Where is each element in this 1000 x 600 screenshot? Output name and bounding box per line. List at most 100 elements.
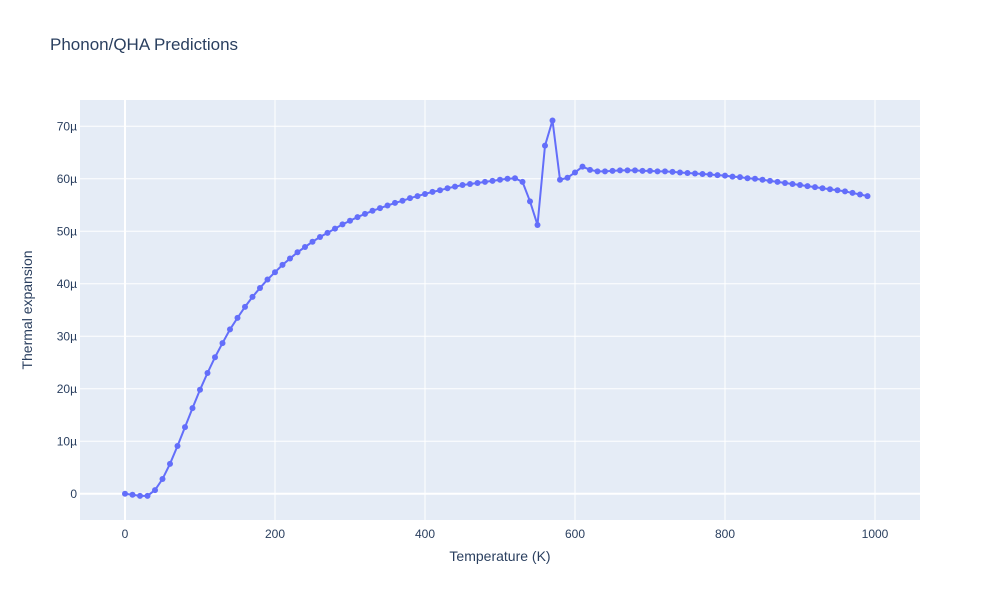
data-point — [399, 197, 406, 204]
data-point — [864, 193, 871, 200]
data-point — [692, 170, 698, 177]
data-point — [324, 229, 331, 236]
data-point — [227, 326, 233, 333]
data-point — [827, 186, 833, 193]
data-point — [294, 249, 301, 256]
data-point — [782, 179, 788, 186]
x-axis-ticks: 0 200 400 600 800 1000 — [122, 527, 889, 541]
y-tick-label: 50µ — [57, 224, 77, 238]
y-axis-title: Thermal expansion — [19, 250, 35, 369]
series-line — [124, 120, 868, 497]
data-point — [579, 163, 586, 170]
data-point — [722, 172, 728, 179]
y-tick-label: 70µ — [57, 119, 77, 133]
data-point — [144, 492, 151, 499]
data-point — [512, 175, 518, 182]
data-point — [212, 354, 218, 361]
y-tick-label: 30µ — [57, 329, 77, 343]
data-point — [152, 487, 158, 494]
data-point — [234, 314, 241, 321]
data-point — [684, 169, 691, 176]
data-point — [834, 187, 841, 194]
data-point — [534, 221, 541, 228]
data-point — [437, 187, 443, 194]
data-point — [519, 178, 526, 185]
data-point — [287, 255, 293, 262]
data-point — [204, 370, 211, 376]
data-point — [339, 221, 346, 228]
data-point — [609, 167, 616, 174]
x-tick-label: 800 — [715, 527, 735, 541]
data-point — [122, 490, 128, 497]
data-point — [467, 181, 473, 187]
data-point — [332, 225, 338, 232]
x-tick-label: 200 — [265, 527, 285, 541]
data-point — [849, 189, 856, 196]
data-points — [122, 117, 871, 499]
data-point — [197, 386, 203, 393]
data-point — [654, 168, 661, 175]
data-point — [677, 169, 683, 176]
plot-area — [80, 100, 920, 520]
y-axis-ticks: 0 10µ 20µ 30µ 40µ 50µ 60µ 70µ — [57, 119, 78, 501]
data-point — [812, 184, 818, 191]
data-point — [392, 199, 398, 206]
data-point — [789, 181, 796, 187]
data-point — [617, 167, 623, 174]
data-point — [362, 210, 368, 217]
x-tick-label: 600 — [565, 527, 585, 541]
data-point — [452, 183, 458, 190]
data-point — [669, 168, 676, 175]
data-point — [422, 190, 428, 197]
data-point — [737, 174, 743, 181]
y-tick-label: 60µ — [57, 172, 77, 186]
data-point — [489, 177, 496, 184]
data-point — [744, 175, 751, 182]
data-point — [767, 177, 773, 184]
data-point — [264, 276, 271, 283]
data-point — [639, 167, 646, 174]
data-point — [429, 188, 436, 195]
data-point — [189, 405, 196, 412]
data-point — [542, 142, 548, 149]
data-point — [497, 176, 503, 183]
data-point — [797, 182, 803, 189]
chart-title: Phonon/QHA Predictions — [50, 35, 238, 54]
data-point — [407, 195, 413, 202]
data-point — [699, 171, 706, 178]
data-point — [752, 175, 758, 182]
data-point — [729, 173, 736, 180]
data-point — [257, 284, 263, 291]
data-point — [174, 442, 181, 449]
data-point — [594, 168, 601, 175]
data-point — [587, 166, 593, 173]
data-point — [167, 460, 173, 467]
data-point — [504, 175, 511, 182]
x-axis-title: Temperature (K) — [449, 548, 550, 564]
y-tick-label: 40µ — [57, 277, 77, 291]
data-point — [384, 202, 391, 209]
data-point — [647, 167, 653, 174]
data-point — [279, 261, 286, 268]
data-point — [444, 185, 451, 192]
data-point — [159, 476, 166, 483]
y-tick-label: 10µ — [57, 434, 77, 448]
data-point — [759, 176, 766, 183]
data-point — [819, 185, 826, 192]
data-point — [272, 269, 278, 276]
data-point — [459, 182, 466, 189]
data-point — [527, 198, 533, 205]
data-point — [774, 178, 781, 185]
data-point — [632, 167, 638, 174]
x-tick-label: 400 — [415, 527, 435, 541]
data-point — [474, 179, 481, 186]
y-tick-label: 20µ — [57, 382, 77, 396]
data-point — [557, 176, 563, 183]
data-point — [249, 293, 256, 300]
data-point — [302, 244, 308, 250]
data-point — [564, 174, 571, 181]
data-point — [129, 491, 136, 498]
data-point — [857, 191, 863, 198]
data-point — [137, 492, 143, 499]
